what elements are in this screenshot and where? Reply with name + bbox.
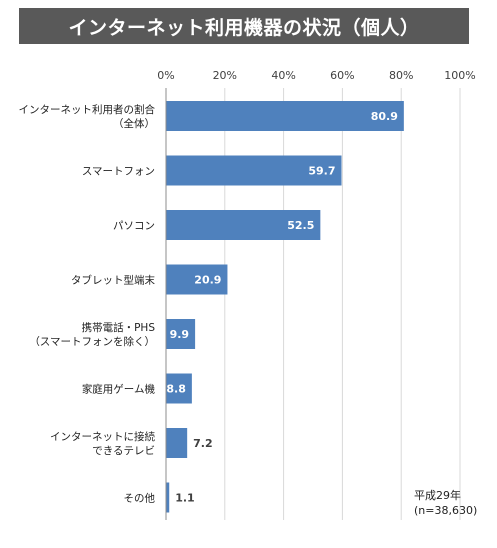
- bar-value-label: 7.2: [193, 437, 213, 450]
- bar-value-label: 59.7: [308, 165, 335, 178]
- x-tick-label: 60%: [330, 69, 354, 82]
- category-label: インターネット利用者の割合: [19, 103, 156, 116]
- bar-value-label: 1.1: [175, 492, 195, 505]
- category-label: （全体）: [113, 117, 155, 130]
- category-label: インターネットに接続: [50, 430, 155, 443]
- category-label: スマートフォン: [82, 166, 155, 178]
- bar-value-label: 8.8: [166, 383, 186, 396]
- category-label: タブレット型端末: [71, 274, 155, 287]
- category-label: できるテレビ: [92, 445, 155, 457]
- x-tick-label: 20%: [213, 69, 237, 82]
- bar: [166, 373, 192, 404]
- bar: [166, 155, 342, 186]
- x-tick-label: 0%: [157, 69, 174, 82]
- category-label: パソコン: [113, 220, 155, 232]
- sample-note: 平成29年 (n=38,630): [414, 488, 477, 518]
- bar-value-label: 80.9: [371, 110, 398, 123]
- bar-value-label: 52.5: [287, 219, 314, 232]
- x-tick-label: 40%: [271, 69, 295, 82]
- bar: [166, 482, 170, 513]
- x-tick-label: 100%: [444, 69, 475, 82]
- bar: [166, 319, 196, 349]
- category-label: 携帯電話・PHS: [82, 321, 156, 334]
- chart-title: インターネット利用機器の状況（個人）: [68, 16, 420, 39]
- bar: [166, 210, 321, 240]
- note-year: 平成29年: [414, 489, 461, 502]
- category-label: （スマートフォンを除く）: [29, 335, 155, 348]
- bar: [166, 101, 404, 131]
- category-label: その他: [124, 492, 156, 505]
- bar: [166, 428, 188, 458]
- bar: [166, 264, 228, 295]
- bar-value-label: 20.9: [194, 274, 221, 287]
- note-sample-size: (n=38,630): [414, 504, 478, 517]
- bar-value-label: 9.9: [170, 328, 190, 341]
- chart-title-bar: インターネット利用機器の状況（個人）: [19, 8, 469, 44]
- category-label: 家庭用ゲーム機: [82, 383, 156, 396]
- x-tick-label: 80%: [389, 69, 413, 82]
